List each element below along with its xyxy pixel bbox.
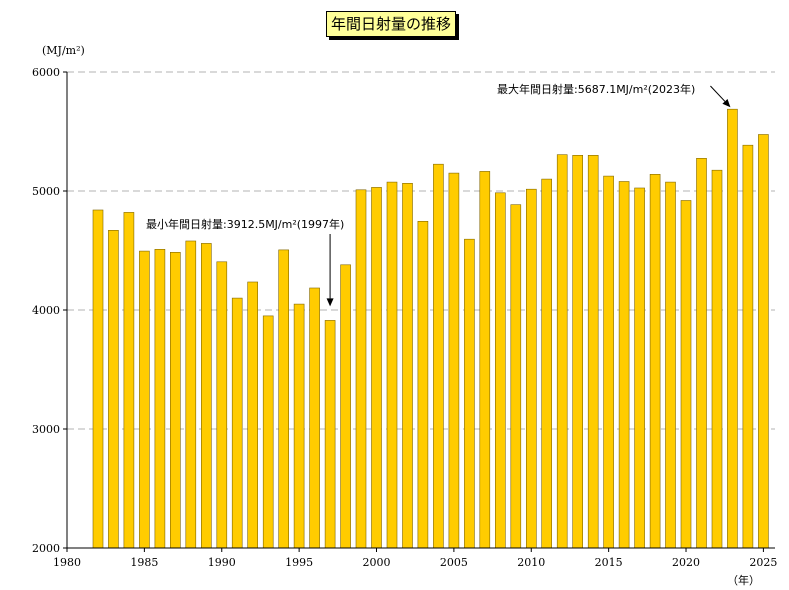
bar-1987 <box>170 252 181 549</box>
bar-2002 <box>402 183 413 549</box>
y-tick-label-2000: 2000 <box>32 542 60 555</box>
bar-1998 <box>340 264 351 549</box>
bar-2003 <box>417 221 429 549</box>
bar-1986 <box>154 249 166 549</box>
bar-1991 <box>231 297 243 549</box>
bar-2019 <box>665 181 676 549</box>
bar-2001 <box>386 181 398 549</box>
bar-1985 <box>139 250 150 549</box>
x-tick-label-1990: 1990 <box>208 556 236 569</box>
max-annotation: 最大年間日射量:5687.1MJ/m²(2023年) <box>497 83 696 96</box>
bar-2008 <box>494 192 506 549</box>
bar-2024 <box>742 144 754 549</box>
bar-2004 <box>433 163 444 549</box>
x-tick-label-2005: 2005 <box>440 556 468 569</box>
bar-2014 <box>587 155 599 549</box>
bar-1984 <box>123 212 135 549</box>
bar-2000 <box>371 187 382 549</box>
y-tick-label-4000: 4000 <box>32 304 60 317</box>
bar-2016 <box>618 181 630 549</box>
bar-2005 <box>448 172 460 549</box>
bar-2020 <box>680 200 692 549</box>
bar-2023 <box>727 108 738 549</box>
min-arrow-head <box>326 298 334 307</box>
y-tick-label-5000: 5000 <box>32 185 60 198</box>
bar-2011 <box>541 178 553 549</box>
bar-2022 <box>711 169 723 549</box>
x-tick-label-1980: 1980 <box>53 556 81 569</box>
bar-1995 <box>293 303 305 549</box>
x-axis-unit: （年） <box>727 574 760 587</box>
chart-title: 年間日射量の推移 <box>326 11 457 37</box>
max-arrow-head <box>722 99 731 108</box>
max-arrow-line <box>710 85 726 102</box>
annotation-arrows <box>326 85 731 307</box>
axes <box>63 71 775 552</box>
x-tick-label-1985: 1985 <box>130 556 158 569</box>
x-tick-label-2015: 2015 <box>595 556 623 569</box>
bar-1990 <box>216 261 228 549</box>
bar-1989 <box>201 243 212 549</box>
bar-1999 <box>355 189 367 549</box>
x-tick-label-2025: 2025 <box>749 556 777 569</box>
bar-2015 <box>603 175 614 549</box>
x-tick-label-2010: 2010 <box>517 556 545 569</box>
bar-2025 <box>758 134 769 549</box>
min-annotation: 最小年間日射量:3912.5MJ/m²(1997年) <box>146 218 345 231</box>
x-tick-label-2000: 2000 <box>363 556 391 569</box>
bar-1988 <box>185 240 197 549</box>
bar-1993 <box>262 315 274 549</box>
tick-labels: 2000 3000 4000 5000 6000 1980 1985 1990 1995 2000… <box>32 66 777 569</box>
bar-1997 <box>324 320 336 549</box>
bar-2017 <box>634 187 645 549</box>
x-tick-label-2020: 2020 <box>672 556 700 569</box>
bar-1996 <box>309 287 320 549</box>
bar-2018 <box>649 174 661 549</box>
bar-1992 <box>247 281 258 549</box>
bar-2013 <box>572 155 584 549</box>
y-axis-unit: (MJ/m²) <box>42 44 85 57</box>
bar-1982 <box>92 209 104 549</box>
bar-1994 <box>278 249 290 549</box>
bars <box>92 108 769 549</box>
y-tick-label-6000: 6000 <box>32 66 60 79</box>
bar-1983 <box>108 230 119 549</box>
y-tick-label-3000: 3000 <box>32 423 60 436</box>
bar-2021 <box>696 158 707 549</box>
bar-2007 <box>479 171 491 549</box>
bar-2006 <box>464 238 475 549</box>
bar-2009 <box>510 204 522 549</box>
bar-2012 <box>556 154 568 549</box>
x-tick-label-1995: 1995 <box>285 556 313 569</box>
bar-2010 <box>525 188 537 549</box>
